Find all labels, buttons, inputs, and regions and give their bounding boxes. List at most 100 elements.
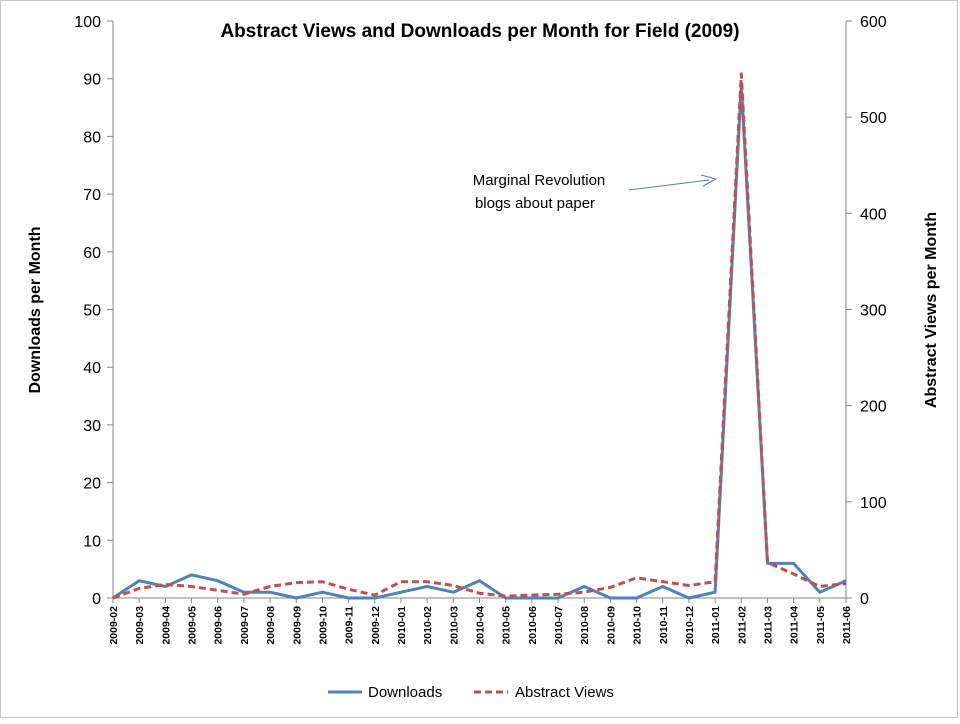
x-tick-label: 2011-06 bbox=[841, 606, 853, 644]
left-tick-label: 60 bbox=[83, 245, 101, 262]
left-tick-label: 40 bbox=[83, 360, 101, 377]
data-point-abstract-views bbox=[661, 580, 664, 583]
data-point-abstract-views bbox=[792, 573, 795, 576]
x-tick-label: 2009-08 bbox=[265, 606, 277, 645]
left-tick-label: 50 bbox=[83, 303, 101, 320]
data-point-abstract-views bbox=[190, 585, 193, 588]
x-axis: 2009-02 2009-03 2009-04 2009-05 2009-06 2009-… bbox=[108, 597, 853, 645]
legend-label-downloads: Downloads bbox=[368, 684, 442, 701]
right-tick-label: 300 bbox=[860, 303, 887, 320]
left-tick-label: 20 bbox=[83, 476, 101, 493]
series-line-abstract-views bbox=[112, 72, 847, 600]
chart-title: Abstract Views and Downloads per Month f… bbox=[220, 21, 739, 42]
data-point-downloads bbox=[687, 597, 690, 600]
data-point-abstract-views bbox=[740, 72, 743, 75]
x-tick-label: 2010-04 bbox=[475, 606, 487, 645]
annotation: Marginal Revolution blogs about paper bbox=[473, 172, 718, 212]
data-point-abstract-views bbox=[269, 585, 272, 588]
data-point-downloads bbox=[609, 597, 612, 600]
x-tick-label: 2010-02 bbox=[422, 606, 434, 645]
right-y-axis: 0 100 200 300 400 500 600 bbox=[845, 14, 887, 608]
data-point-abstract-views bbox=[557, 593, 560, 596]
x-tick-label: 2011-03 bbox=[762, 606, 774, 644]
data-point-downloads bbox=[583, 585, 586, 588]
x-tick-label: 2009-11 bbox=[344, 606, 356, 644]
left-tick-label: 100 bbox=[74, 14, 101, 31]
x-tick-label: 2009-07 bbox=[239, 606, 251, 645]
data-point-abstract-views bbox=[714, 580, 717, 583]
data-point-downloads bbox=[321, 591, 324, 594]
data-point-downloads bbox=[216, 579, 219, 582]
x-tick-label: 2010-10 bbox=[632, 606, 644, 645]
left-tick-label: 30 bbox=[83, 418, 101, 435]
x-tick-label: 2011-05 bbox=[815, 606, 827, 644]
x-tick-label: 2009-04 bbox=[160, 606, 172, 645]
data-point-downloads bbox=[452, 591, 455, 594]
data-point-abstract-views bbox=[216, 589, 219, 592]
right-tick-label: 600 bbox=[860, 14, 887, 31]
x-tick-label: 2009-12 bbox=[370, 606, 382, 645]
data-point-abstract-views bbox=[845, 582, 848, 585]
right-tick-label: 400 bbox=[860, 206, 887, 223]
x-tick-label: 2009-03 bbox=[134, 606, 146, 645]
right-axis-title: Abstract Views per Month bbox=[923, 212, 940, 408]
data-point-downloads bbox=[792, 562, 795, 565]
left-tick-label: 10 bbox=[83, 533, 101, 550]
x-tick-label: 2010-11 bbox=[658, 606, 670, 644]
right-tick-label: 100 bbox=[860, 495, 887, 512]
data-point-downloads bbox=[295, 597, 298, 600]
data-point-abstract-views bbox=[452, 584, 455, 587]
data-point-abstract-views bbox=[635, 576, 638, 579]
left-axis-title: Downloads per Month bbox=[27, 226, 44, 393]
right-tick-label: 500 bbox=[860, 110, 887, 127]
data-point-abstract-views bbox=[766, 561, 769, 564]
left-tick-label: 90 bbox=[83, 72, 101, 89]
x-tick-label: 2010-09 bbox=[605, 606, 617, 645]
data-point-abstract-views bbox=[321, 580, 324, 583]
x-tick-label: 2010-03 bbox=[448, 606, 460, 645]
data-point-downloads bbox=[400, 591, 403, 594]
x-tick-label: 2009-10 bbox=[317, 606, 329, 645]
x-tick-label: 2010-06 bbox=[527, 606, 539, 645]
data-point-abstract-views bbox=[295, 581, 298, 584]
right-tick-label: 0 bbox=[860, 591, 869, 608]
x-tick-label: 2011-02 bbox=[736, 606, 748, 644]
data-point-abstract-views bbox=[426, 580, 429, 583]
data-point-downloads bbox=[347, 597, 350, 600]
data-point-abstract-views bbox=[504, 595, 507, 598]
data-point-abstract-views bbox=[373, 594, 376, 597]
x-tick-label: 2010-05 bbox=[501, 606, 513, 645]
data-point-abstract-views bbox=[687, 584, 690, 587]
x-tick-label: 2010-01 bbox=[396, 606, 408, 645]
legend-label-abstract-views: Abstract Views bbox=[515, 684, 614, 701]
x-tick-label: 2009-09 bbox=[291, 606, 303, 645]
x-tick-label: 2009-06 bbox=[213, 606, 225, 645]
data-point-downloads bbox=[845, 579, 848, 582]
data-point-abstract-views bbox=[242, 593, 245, 596]
left-tick-label: 80 bbox=[83, 129, 101, 146]
legend: Downloads Abstract Views bbox=[328, 684, 614, 701]
data-point-downloads bbox=[478, 579, 481, 582]
data-point-downloads bbox=[426, 585, 429, 588]
data-point-abstract-views bbox=[478, 592, 481, 595]
data-point-downloads bbox=[138, 579, 141, 582]
data-point-downloads bbox=[818, 591, 821, 594]
x-tick-label: 2009-05 bbox=[187, 606, 199, 645]
data-point-abstract-views bbox=[164, 583, 167, 586]
data-point-downloads bbox=[635, 597, 638, 600]
data-point-abstract-views bbox=[347, 588, 350, 591]
annotation-line-2: blogs about paper bbox=[475, 195, 595, 212]
x-tick-label: 2009-02 bbox=[108, 606, 120, 645]
x-tick-label: 2010-12 bbox=[684, 606, 696, 645]
x-tick-label: 2011-01 bbox=[710, 606, 722, 644]
annotation-arrow bbox=[628, 179, 710, 191]
left-tick-label: 0 bbox=[92, 591, 101, 608]
data-point-downloads bbox=[530, 597, 533, 600]
data-point-downloads bbox=[557, 597, 560, 600]
data-point-downloads bbox=[714, 591, 717, 594]
data-point-abstract-views bbox=[112, 597, 115, 600]
x-tick-label: 2010-08 bbox=[579, 606, 591, 645]
data-point-abstract-views bbox=[138, 587, 141, 590]
